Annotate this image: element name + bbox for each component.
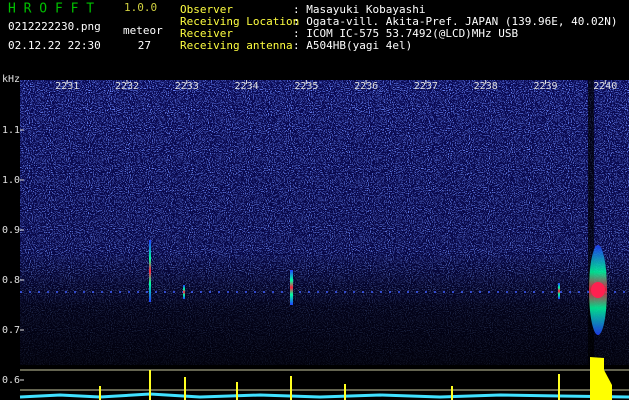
x-tick-label: 2232 (115, 81, 139, 92)
field-value: : A504HB(yagi 4el) (293, 39, 412, 52)
y-tick-label: 1.0 (2, 175, 20, 186)
x-tick-label: 2233 (175, 81, 199, 92)
version: 1.0.0 (124, 1, 157, 14)
datetime: 02.12.22 22:30 (8, 39, 101, 52)
x-tick-label: 2238 (474, 81, 498, 92)
x-tick-label: 2237 (414, 81, 438, 92)
echo (183, 285, 185, 299)
x-tick-label: 2234 (235, 81, 259, 92)
echo (290, 270, 293, 305)
field-value: : Masayuki Kobayashi (293, 3, 425, 16)
count-label: meteor (123, 24, 163, 37)
y-tick-label: 0.6 (2, 375, 20, 386)
y-tick-label: 0.9 (2, 225, 20, 236)
level-burst (590, 357, 612, 400)
y-tick-label: 1.1 (2, 125, 20, 136)
x-tick-label: 2240 (593, 81, 617, 92)
echo (149, 240, 151, 302)
echo (558, 283, 560, 299)
echo (591, 282, 605, 298)
app-name: H R O F F T (8, 2, 94, 17)
x-tick-label: 2239 (533, 81, 557, 92)
x-tick-label: 2236 (354, 81, 378, 92)
field-value: : Ogata-vill. Akita-Pref. JAPAN (139.96E… (293, 15, 618, 28)
level-spikes (99, 370, 560, 400)
y-axis-label: kHz (2, 74, 20, 85)
y-tick-label: 0.8 (2, 275, 20, 286)
y-tick-label: 0.7 (2, 325, 20, 336)
x-tick-label: 2231 (55, 81, 79, 92)
noise-fade (20, 80, 629, 365)
field-label: Observer (180, 3, 233, 16)
field-label: Receiving antenna (180, 39, 293, 52)
x-tick-label: 2235 (294, 81, 318, 92)
dark-band (588, 80, 594, 365)
field-label: Receiving Location (180, 15, 299, 28)
field-value: : ICOM IC-575 53.7492(@LCD)MHz USB (293, 27, 519, 40)
file-name: 0212222230.png (8, 20, 101, 33)
count: 27 (138, 39, 151, 52)
field-label: Receiver (180, 27, 233, 40)
